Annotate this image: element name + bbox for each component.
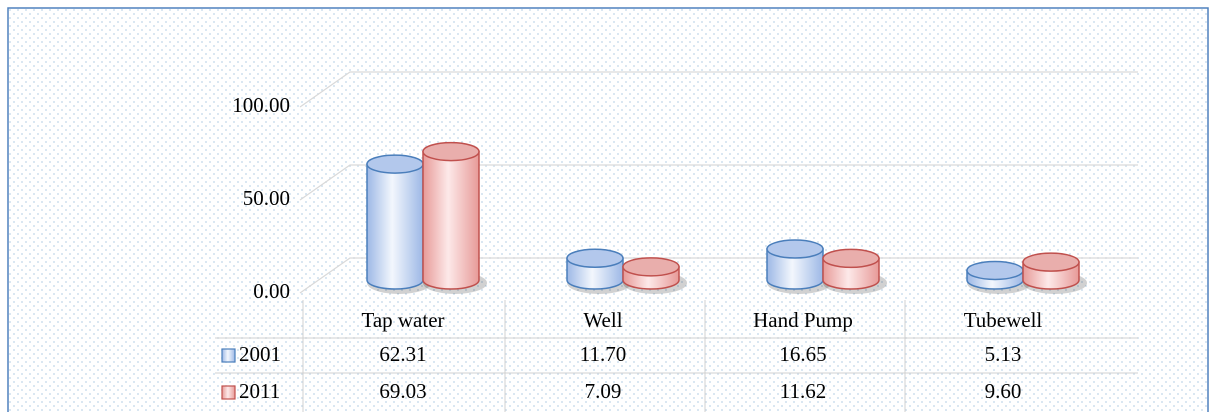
- bar-top: [966, 260, 1024, 281]
- bar: [766, 239, 831, 294]
- x-tick-label: Tap water: [361, 308, 444, 332]
- x-tick-label: Tubewell: [964, 308, 1043, 332]
- bar: [422, 141, 487, 294]
- data-table-value: 9.60: [985, 379, 1022, 403]
- bar: [622, 257, 687, 294]
- data-table-value: 5.13: [985, 342, 1022, 366]
- bar: [566, 248, 631, 294]
- chart-border: [7, 7, 1209, 417]
- y-tick-label: 50.00: [243, 186, 290, 210]
- legend-swatch: [221, 385, 236, 400]
- legend-label: 2011: [239, 379, 280, 403]
- bar-body: [366, 163, 424, 290]
- bar: [366, 154, 431, 294]
- bar-top: [822, 248, 880, 269]
- data-table-value: 7.09: [585, 379, 622, 403]
- data-table-value: 16.65: [779, 342, 826, 366]
- bar-top: [1022, 252, 1080, 272]
- bar: [1022, 252, 1087, 294]
- bar-top: [766, 239, 824, 259]
- data-table-value: 11.70: [580, 342, 626, 366]
- data-table-value: 69.03: [379, 379, 426, 403]
- bar-top: [566, 248, 624, 268]
- bar-body: [766, 248, 824, 290]
- grid-line: [299, 164, 1138, 201]
- legend-label: 2001: [239, 342, 281, 366]
- bar-body: [422, 150, 480, 290]
- bar: [966, 260, 1031, 294]
- bar-top: [622, 257, 680, 277]
- data-table-value: 62.31: [379, 342, 426, 366]
- legend-swatch: [221, 348, 236, 363]
- bar-top: [422, 141, 480, 162]
- x-tick-label: Hand Pump: [753, 308, 853, 332]
- y-tick-label: 0.00: [253, 279, 290, 303]
- bar: [822, 248, 887, 294]
- grid-line: [299, 71, 1138, 108]
- bar-top: [366, 154, 424, 174]
- data-table-value: 11.62: [780, 379, 826, 403]
- x-tick-label: Well: [583, 308, 622, 332]
- data-table-lines: [215, 300, 1138, 412]
- y-tick-label: 100.00: [232, 93, 290, 117]
